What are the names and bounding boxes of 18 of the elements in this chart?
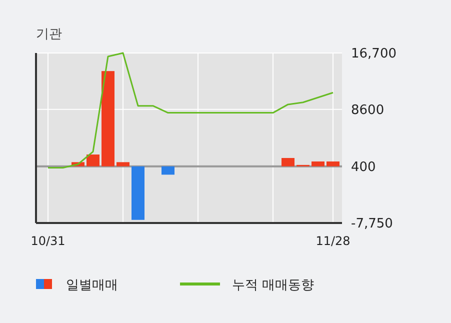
bar xyxy=(326,161,340,166)
bar xyxy=(102,71,114,166)
legend-label: 누적 매매동향 xyxy=(232,278,314,293)
bar xyxy=(132,166,144,220)
y-tick-label: -7,750 xyxy=(351,216,393,232)
bar xyxy=(282,158,294,166)
x-tick-label: 11/28 xyxy=(316,234,350,248)
bar xyxy=(116,162,130,166)
line-series xyxy=(47,52,334,168)
bar xyxy=(162,166,174,175)
chart-title: 기관 xyxy=(36,27,62,42)
bar xyxy=(86,154,100,166)
x-tick-label: 10/31 xyxy=(30,234,66,248)
bar xyxy=(312,161,324,166)
y-tick-label: 16,700 xyxy=(351,46,396,62)
y-tick-label: 400 xyxy=(351,160,376,175)
y-tick-label: 8600 xyxy=(351,102,384,118)
legend-label: 일별매매 xyxy=(66,278,118,293)
